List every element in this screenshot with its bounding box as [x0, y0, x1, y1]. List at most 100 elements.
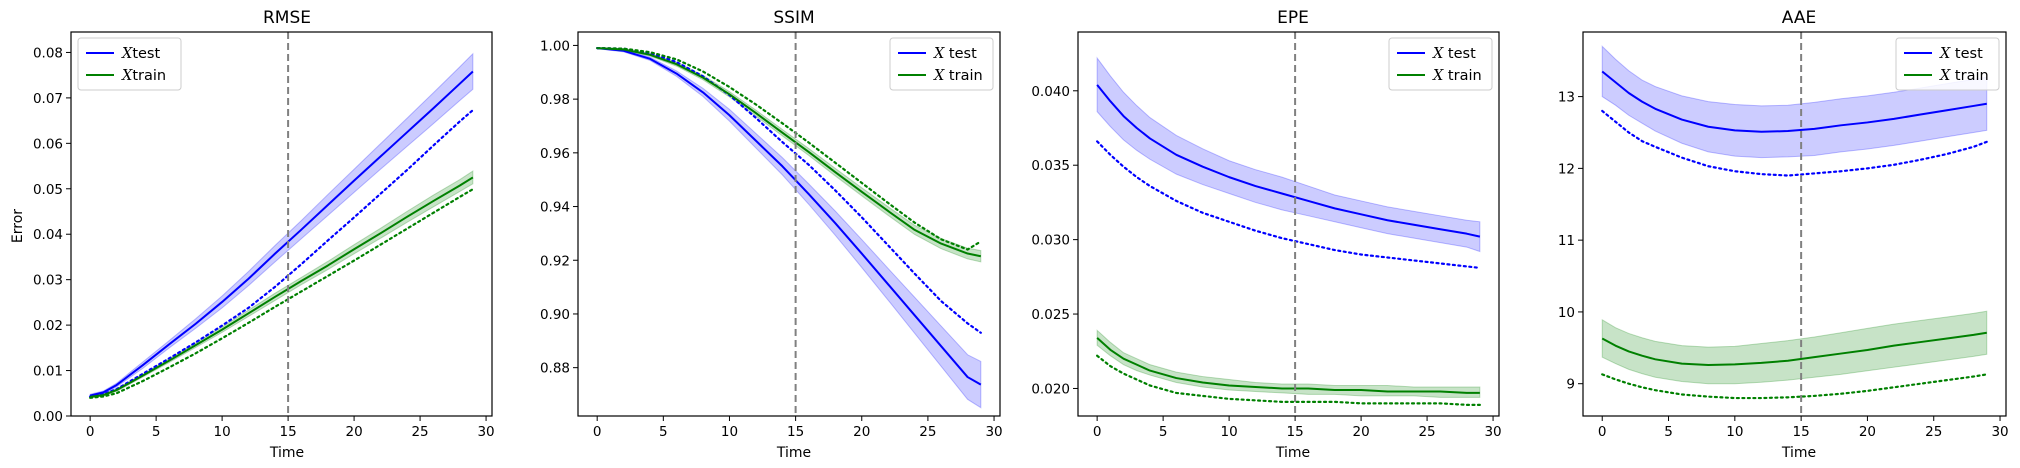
x-tick-label: 0: [593, 424, 602, 440]
series-line: [1601, 331, 1987, 367]
confidence-band: [89, 52, 474, 398]
x-tick-label: 30: [477, 424, 494, 440]
x-tick-label: 20: [345, 424, 362, 440]
legend-label: X train: [933, 68, 983, 84]
x-tick-label: 10: [1221, 424, 1238, 440]
dotted-series-line: [1601, 373, 1988, 400]
y-tick-label: 0.025: [1031, 307, 1070, 323]
x-tick-label: 30: [1484, 424, 1501, 440]
legend-label: X train: [1432, 68, 1482, 84]
x-tick-label: 0: [1598, 424, 1607, 440]
axes-frame: [1077, 31, 1500, 417]
x-axis-label: Time: [269, 445, 304, 461]
legend-label: X train: [1939, 68, 1989, 84]
y-tick-label: 0.04: [33, 227, 63, 243]
y-tick-label: 0.88: [540, 361, 570, 377]
legend-label: X test: [1432, 46, 1476, 62]
x-tick-label: 15: [280, 424, 297, 440]
y-tick-label: 13: [1558, 90, 1575, 106]
panel-title: AAE: [1782, 8, 1816, 28]
confidence-band: [1601, 45, 1988, 159]
dotted-series-line: [89, 109, 474, 398]
x-tick-label: 20: [1352, 424, 1369, 440]
legend-label: X test: [933, 46, 977, 62]
legend: X test X train: [889, 37, 994, 91]
x-axis-label: Time: [1781, 445, 1816, 461]
y-tick-label: 12: [1558, 161, 1575, 177]
legend-label: Xtrain: [121, 68, 166, 84]
x-tick-label: 15: [1793, 424, 1810, 440]
legend-label: Xtest: [121, 46, 160, 62]
legend-box: [77, 37, 182, 91]
y-tick-label: 11: [1558, 233, 1575, 249]
y-tick-label: 0.92: [540, 253, 570, 269]
y-tick-label: 0.06: [33, 136, 63, 152]
y-tick-label: 0.98: [540, 92, 570, 108]
legend-box: [1388, 37, 1493, 91]
y-tick-label: 0.01: [33, 364, 63, 380]
panel-aae: AAE Time 0 5 10 15 20 25 30 9 10 11 12 13 X test X tr…: [1558, 8, 2009, 461]
x-tick-label: 0: [86, 424, 95, 440]
x-tick-label: 5: [1664, 424, 1673, 440]
y-tick-label: 0.94: [540, 200, 570, 216]
panel-title: EPE: [1277, 8, 1309, 28]
plot-area: [596, 32, 982, 416]
y-tick-label: 1.00: [540, 38, 570, 54]
x-tick-label: 10: [214, 424, 231, 440]
x-tick-label: 5: [152, 424, 161, 440]
y-tick-label: 10: [1558, 305, 1575, 321]
plot-area: [1096, 32, 1481, 416]
confidence-band: [596, 47, 982, 409]
dotted-series-line: [89, 188, 474, 399]
series-line: [1096, 337, 1480, 394]
panel-epe: EPE Time 0 5 10 15 20 25 30 0.020 0.025 0.030 0.03…: [1031, 8, 1501, 461]
y-tick-label: 0.08: [33, 45, 63, 61]
x-tick-label: 20: [1859, 424, 1876, 440]
x-tick-label: 10: [1726, 424, 1743, 440]
panel-rmse: RMSE Time Error 0 5 10 15 20 25 30 0.00 0.01 0.02…: [10, 8, 495, 461]
series-line: [1096, 84, 1481, 238]
x-tick-label: 30: [1991, 424, 2008, 440]
series-line: [1601, 70, 1987, 133]
x-tick-label: 0: [1093, 424, 1102, 440]
x-tick-label: 25: [411, 424, 428, 440]
y-tick-label: 0.030: [1031, 233, 1070, 249]
series-line: [89, 70, 474, 397]
x-tick-label: 25: [919, 424, 936, 440]
dotted-series-line: [1096, 140, 1481, 270]
x-tick-label: 5: [1159, 424, 1168, 440]
plot-area: [1601, 32, 1988, 416]
y-tick-label: 0.020: [1031, 381, 1070, 397]
dotted-series-line: [1601, 109, 1988, 177]
y-tick-label: 9: [1566, 377, 1575, 393]
legend-box: [1895, 37, 2000, 91]
series-line: [90, 176, 474, 398]
x-tick-label: 30: [985, 424, 1002, 440]
x-tick-label: 15: [787, 424, 804, 440]
y-tick-label: 0.00: [33, 409, 63, 425]
y-tick-label: 0.03: [33, 273, 63, 289]
y-tick-label: 0.90: [540, 307, 570, 323]
y-tick-label: 0.96: [540, 146, 570, 162]
x-tick-label: 15: [1287, 424, 1304, 440]
y-tick-label: 0.02: [33, 318, 63, 334]
y-tick-label: 0.05: [33, 182, 63, 198]
legend: Xtest Xtrain: [77, 37, 182, 91]
y-tick-label: 0.07: [33, 91, 63, 107]
x-tick-label: 25: [1418, 424, 1435, 440]
axes-frame: [577, 31, 1001, 417]
x-tick-label: 5: [659, 424, 668, 440]
x-axis-label: Time: [776, 445, 811, 461]
plot-area: [89, 32, 474, 416]
axes-frame: [70, 31, 493, 417]
axes-frame: [1582, 31, 2007, 417]
panel-title: RMSE: [263, 8, 311, 28]
x-tick-label: 25: [1925, 424, 1942, 440]
y-tick-label: 0.040: [1031, 84, 1070, 100]
legend-box: [889, 37, 994, 91]
panel-title: SSIM: [773, 8, 814, 28]
legend: X test X train: [1895, 37, 2000, 91]
legend-label: X test: [1939, 46, 1983, 62]
x-tick-label: 10: [721, 424, 738, 440]
